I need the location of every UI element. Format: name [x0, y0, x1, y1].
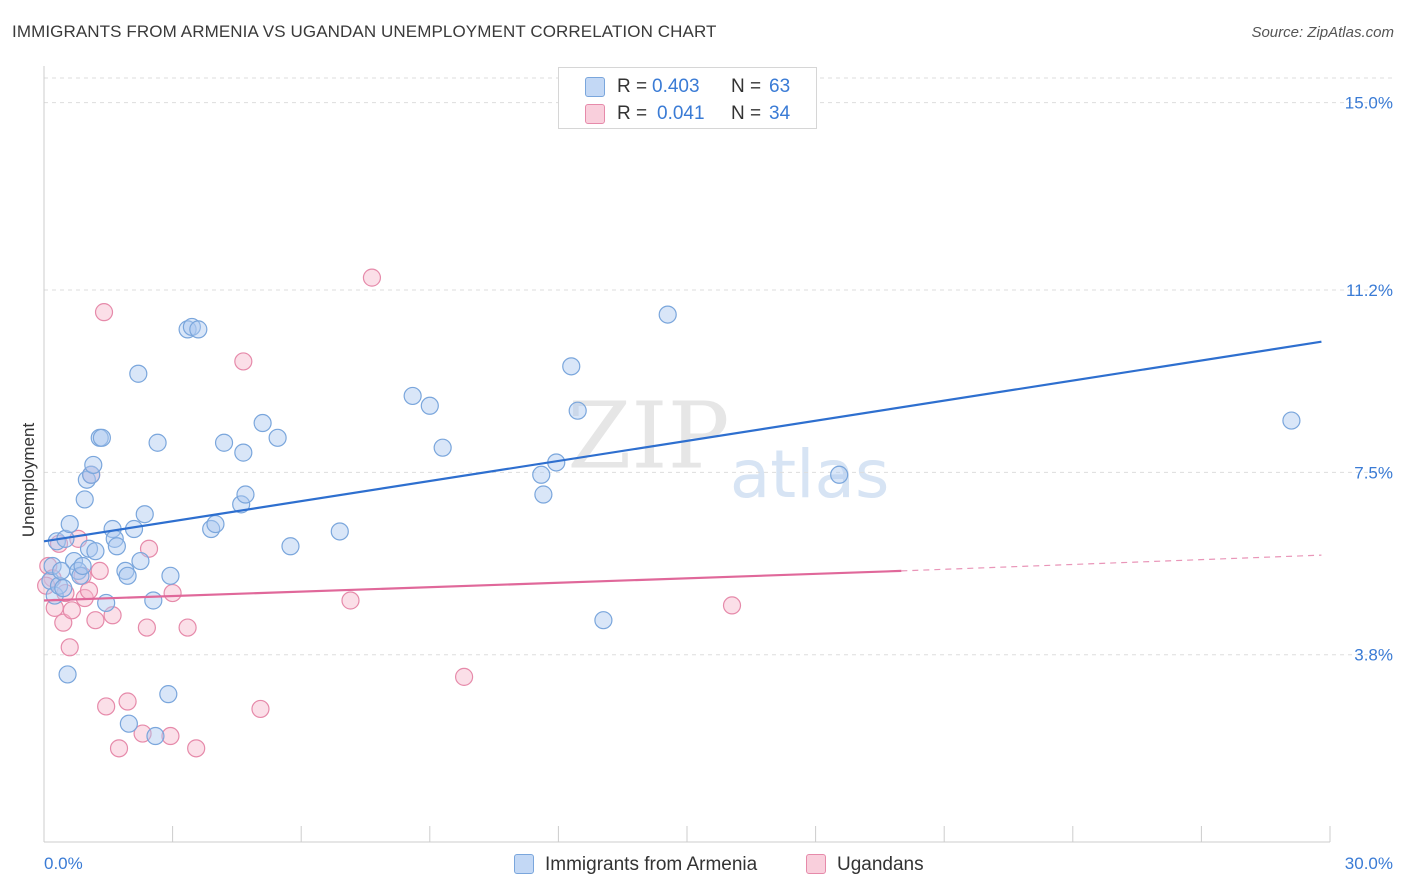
ugandans-point — [341, 591, 360, 610]
armenia-point — [189, 320, 208, 339]
armenia-point — [281, 537, 300, 556]
legend-n-value: 63 — [769, 76, 791, 97]
armenia-point — [420, 396, 439, 415]
bottom-legend-label-armenia: Immigrants from Armenia — [545, 854, 758, 875]
ugandans-point — [60, 638, 79, 657]
armenia-point — [159, 685, 178, 704]
armenia-point — [86, 542, 105, 561]
armenia-point — [43, 556, 62, 576]
legend-n-value: 34 — [769, 103, 791, 124]
ugandans-trend-extension — [901, 554, 1322, 572]
ugandans-point — [251, 699, 270, 719]
armenia-point — [234, 443, 253, 462]
ugandans-point — [90, 561, 109, 581]
armenia-point — [119, 714, 138, 733]
armenia-point — [1282, 411, 1301, 430]
armenia-trend-line — [43, 340, 1322, 543]
ugandans-point — [54, 613, 73, 632]
ugandans-point — [79, 581, 99, 600]
armenia-point — [206, 514, 225, 534]
armenia-point — [148, 433, 167, 452]
armenia-point — [52, 561, 71, 581]
armenia-point — [568, 401, 587, 420]
armenia-point — [161, 566, 180, 585]
armenia-point — [107, 537, 126, 556]
ugandans-point — [722, 596, 742, 615]
ugandans-point — [454, 667, 474, 686]
correlation-legend: R = 0.403 N = 63 R = 0.041 N = 34 — [558, 67, 817, 129]
y-tick-label: 7.5% — [1354, 463, 1393, 482]
ugandans-point — [97, 697, 116, 716]
ugandans-point — [139, 539, 159, 558]
armenia-point — [73, 556, 92, 576]
watermark-atlas: atlas — [730, 436, 890, 513]
bottom-legend-label-ugandans: Ugandans — [837, 854, 924, 875]
ugandans-trend-line — [43, 569, 902, 602]
armenia-point — [268, 428, 287, 447]
x-tick-label: 0.0% — [44, 854, 83, 873]
armenia-point — [594, 611, 613, 630]
bottom-legend-swatch-armenia — [514, 854, 534, 874]
legend-r-value: 0.041 — [657, 103, 705, 124]
armenia-point — [129, 364, 148, 383]
armenia-point — [54, 579, 73, 598]
ugandans-point — [187, 739, 206, 758]
chart-source: Source: ZipAtlas.com — [1251, 24, 1394, 41]
legend-swatch-armenia — [585, 77, 605, 97]
armenia-point — [562, 357, 581, 376]
ugandans-point — [178, 618, 197, 637]
ugandans-point — [118, 692, 137, 711]
armenia-point — [58, 665, 77, 684]
armenia-point — [433, 438, 452, 457]
armenia-point — [75, 490, 94, 509]
y-tick-label: 11.2% — [1346, 281, 1393, 300]
legend-swatch-ugandans — [585, 104, 605, 124]
ugandans-point — [86, 611, 105, 630]
armenia-point — [236, 485, 255, 504]
armenia-point — [118, 566, 137, 585]
y-tick-label: 15.0% — [1345, 94, 1393, 113]
ugandans-point — [62, 601, 81, 620]
armenia-point — [330, 522, 349, 541]
armenia-point — [658, 305, 677, 324]
ugandans-point — [137, 618, 156, 637]
armenia-point — [403, 386, 422, 406]
ugandans-point — [161, 726, 180, 746]
legend-r-label: R = — [617, 103, 648, 124]
legend-r-label: R = — [617, 76, 648, 97]
armenia-point — [532, 465, 551, 484]
armenia-point — [60, 514, 79, 534]
ugandans-point — [94, 303, 114, 322]
armenia-point — [534, 485, 553, 504]
armenia-point — [830, 465, 849, 484]
armenia-point — [232, 495, 251, 514]
armenia-point — [131, 551, 150, 571]
y-tick-label: 3.8% — [1354, 646, 1393, 665]
x-tick-label: 30.0% — [1345, 854, 1393, 873]
armenia-point — [135, 505, 154, 524]
armenia-point — [214, 433, 234, 452]
armenia-point — [97, 593, 116, 613]
legend-n-label: N = — [731, 103, 762, 124]
ugandans-point — [109, 739, 129, 758]
legend-n-label: N = — [731, 76, 762, 97]
armenia-point — [146, 726, 165, 746]
watermark-zip: ZIP — [567, 382, 729, 489]
armenia-point — [253, 413, 272, 433]
ugandans-point — [163, 583, 182, 603]
legend-r-value: 0.403 — [652, 76, 700, 97]
armenia-point — [92, 428, 111, 447]
armenia-point — [144, 591, 163, 610]
y-axis-label: Unemployment — [19, 423, 38, 538]
chart-title: IMMIGRANTS FROM ARMENIA VS UGANDAN UNEMP… — [12, 22, 717, 41]
armenia-point — [84, 455, 103, 475]
ugandans-point — [362, 268, 382, 287]
bottom-legend-swatch-ugandans — [806, 854, 826, 874]
ugandans-point — [234, 352, 253, 371]
